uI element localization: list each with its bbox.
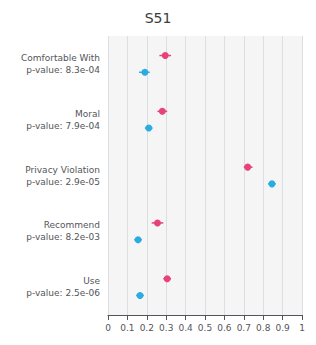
svg-text:0.8: 0.8 (256, 323, 271, 333)
svg-text:0: 0 (105, 323, 111, 333)
svg-text:Moral: Moral (75, 109, 100, 119)
svg-text:0.7: 0.7 (237, 323, 251, 333)
svg-text:Privacy Violation: Privacy Violation (25, 165, 100, 175)
svg-text:Recommend: Recommend (44, 220, 100, 230)
svg-text:p-value: 8.2e-03: p-value: 8.2e-03 (26, 232, 100, 242)
svg-text:0.6: 0.6 (217, 323, 232, 333)
svg-text:0.1: 0.1 (120, 323, 134, 333)
svg-text:1: 1 (299, 323, 305, 333)
svg-text:0.5: 0.5 (198, 323, 212, 333)
svg-text:p-value: 2.5e-06: p-value: 2.5e-06 (26, 288, 100, 298)
svg-text:Comfortable With: Comfortable With (21, 53, 100, 63)
svg-text:0.2: 0.2 (140, 323, 154, 333)
svg-text:p-value: 2.9e-05: p-value: 2.9e-05 (26, 177, 100, 187)
svg-text:p-value: 7.9e-04: p-value: 7.9e-04 (26, 121, 100, 131)
svg-text:Use: Use (83, 276, 100, 286)
svg-text:0.3: 0.3 (159, 323, 173, 333)
svg-text:S51: S51 (145, 10, 172, 26)
svg-text:0.9: 0.9 (275, 323, 290, 333)
svg-text:p-value: 8.3e-04: p-value: 8.3e-04 (26, 65, 100, 75)
svg-text:0.4: 0.4 (178, 323, 193, 333)
